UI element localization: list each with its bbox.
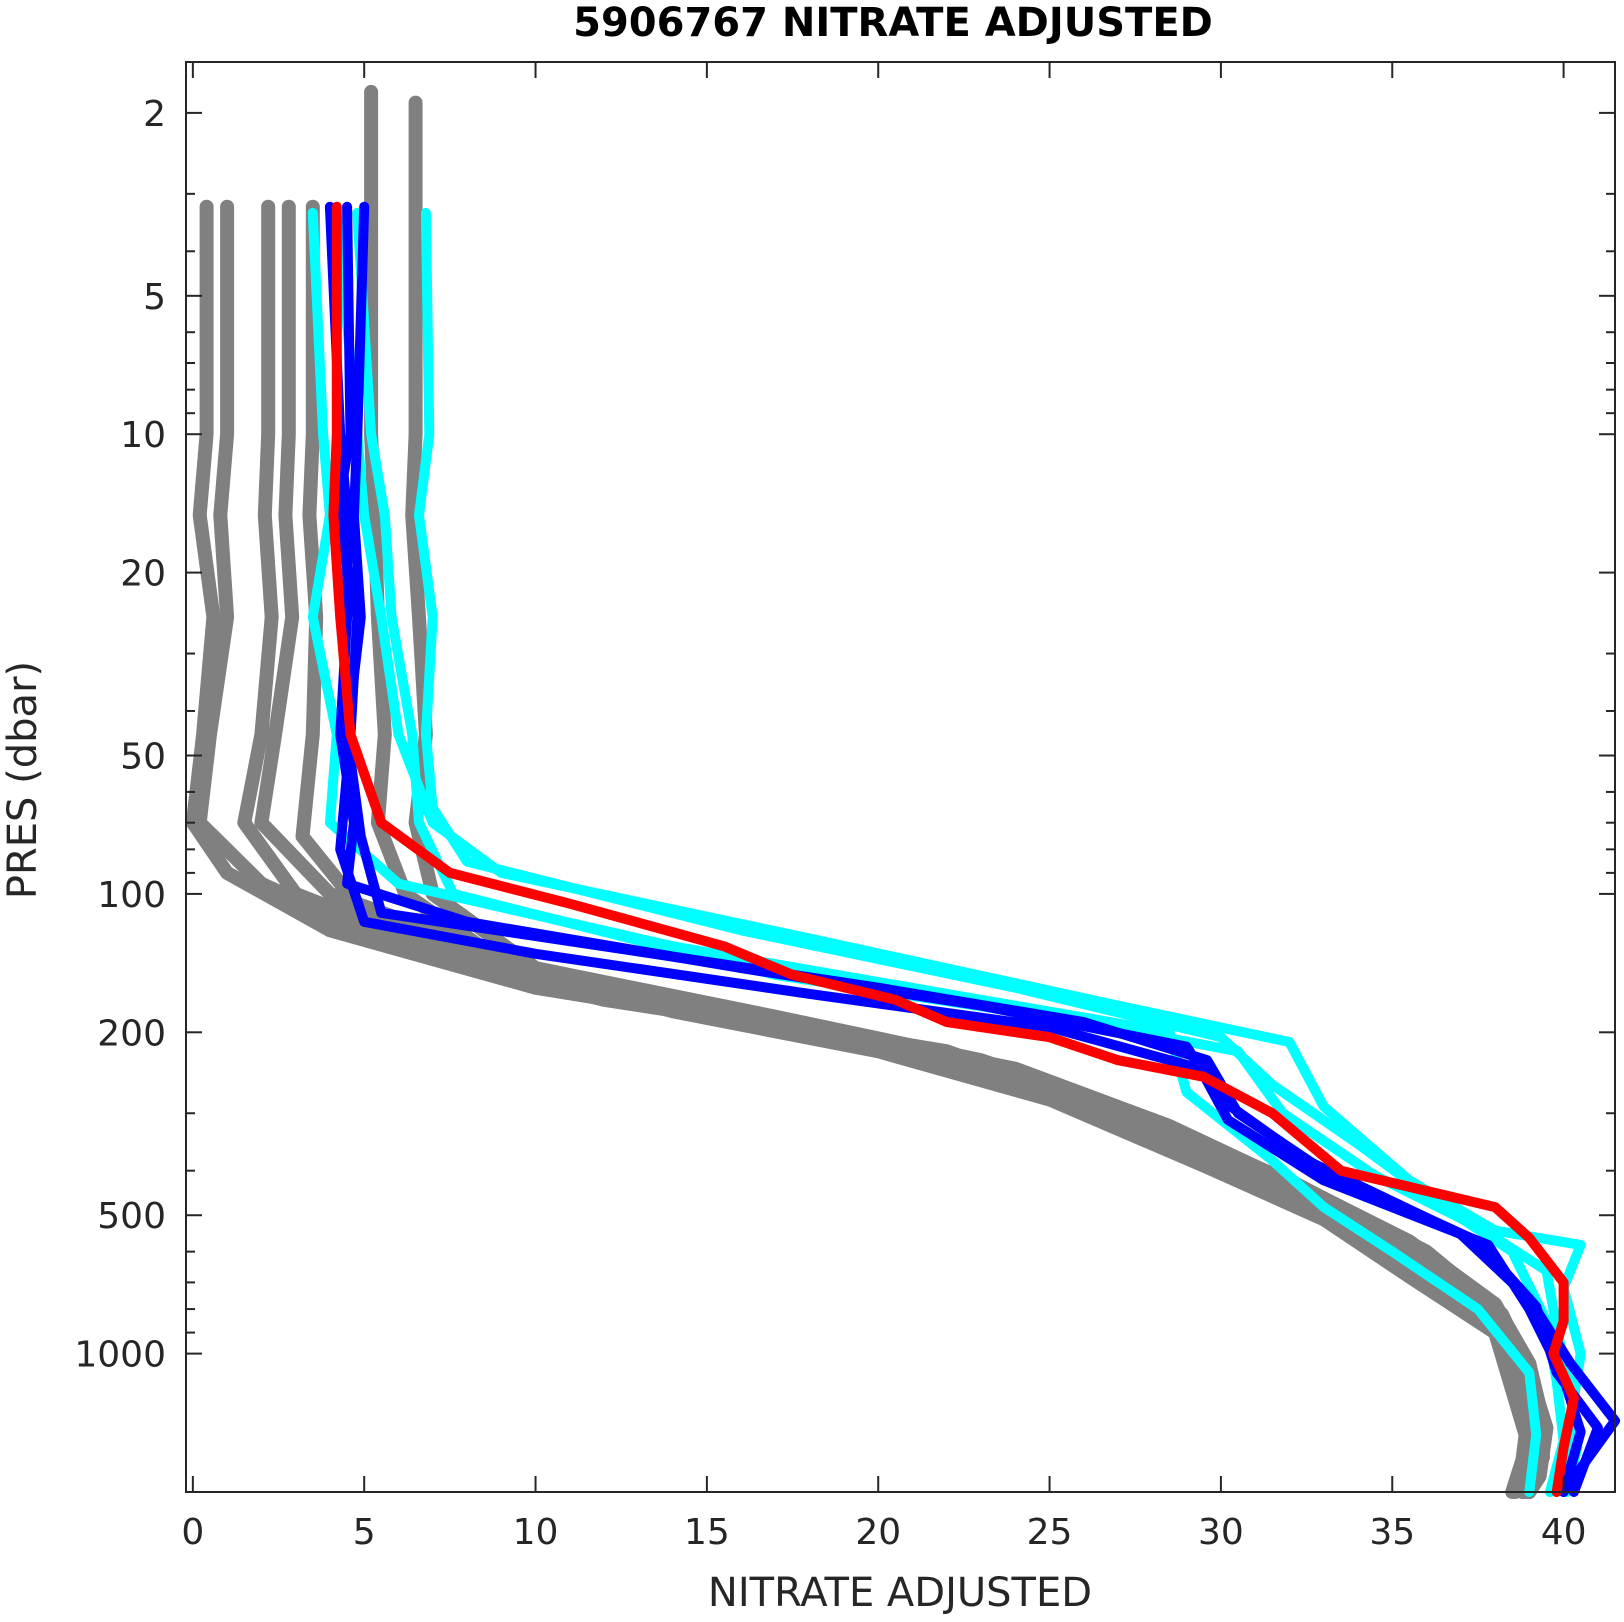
x-tick-label: 5	[353, 1512, 376, 1553]
y-axis-label: PRES (dbar)	[0, 661, 46, 899]
y-tick-label: 100	[97, 875, 166, 916]
cyan-profile-line-8	[414, 207, 1569, 1497]
x-tick-label: 30	[1198, 1512, 1244, 1553]
blue-profile-line-13	[331, 201, 1586, 1497]
red-profile-line-14	[328, 201, 1579, 1497]
blue-profile-line-12	[342, 201, 1603, 1497]
x-tick-label: 40	[1541, 1512, 1587, 1553]
x-axis-label: NITRATE ADJUSTED	[708, 1570, 1092, 1616]
gray-profile-line-2	[237, 199, 1544, 1499]
y-tick-label: 10	[120, 415, 166, 456]
x-tick-label: 15	[684, 1512, 730, 1553]
x-tick-label: 0	[181, 1512, 204, 1553]
blue-profile-line-11	[324, 201, 1620, 1497]
gray-profile-line-1	[192, 199, 1537, 1499]
y-tick-label: 500	[97, 1196, 166, 1237]
cyan-profile-line-10	[352, 207, 1583, 1497]
x-axis: 0 5 10 15 20 25 30 35 40	[181, 62, 1587, 1553]
y-tick-label: 20	[120, 554, 166, 595]
gray-profile-line-6	[405, 95, 1550, 1499]
series-layer	[185, 84, 1620, 1499]
y-tick-label: 200	[97, 1013, 166, 1054]
x-tick-label: 10	[513, 1512, 559, 1553]
y-axis: 2 5 10 20 50 100 200 500 1000	[74, 94, 1615, 1493]
y-tick-label: 5	[143, 277, 166, 318]
gray-profile-line-4	[295, 199, 1554, 1499]
plot-frame	[185, 61, 1616, 1493]
x-tick-label: 25	[1027, 1512, 1073, 1553]
chart-title: 5906767 NITRATE ADJUSTED	[573, 0, 1213, 46]
cyan-profile-line-7	[307, 207, 1542, 1497]
cyan-profile-line-9	[331, 207, 1586, 1497]
x-tick-label: 35	[1369, 1512, 1415, 1553]
y-tick-label: 2	[143, 94, 166, 135]
y-tick-label: 1000	[74, 1335, 166, 1376]
gray-profile-line-5	[364, 84, 1544, 1499]
x-tick-label: 20	[855, 1512, 901, 1553]
y-tick-label: 50	[120, 737, 166, 778]
